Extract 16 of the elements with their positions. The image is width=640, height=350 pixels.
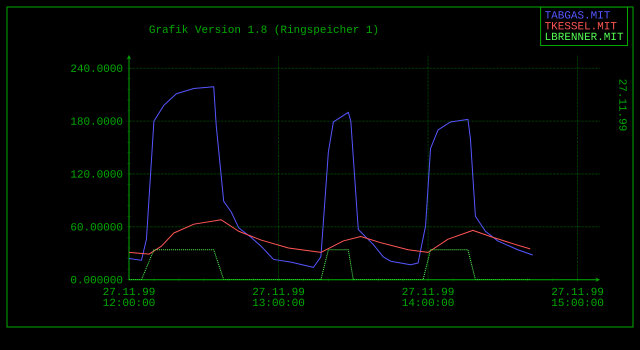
- line-series: [129, 86, 534, 268]
- x-tick-label: 27.11.99 14:00:00: [402, 288, 454, 306]
- chart-title: Grafik Version 1.8 (Ringspeicher 1): [150, 24, 378, 36]
- x-tick-label: 27.11.99 12:00:00: [103, 288, 155, 306]
- y-tick-label: 240.0000: [71, 64, 122, 72]
- text: LBRENNER.MIT: [546, 32, 624, 40]
- y-tick-label: 120.0000: [71, 170, 122, 178]
- y-tick-label: 180.0000: [71, 117, 122, 125]
- text: TKESSEL.MIT: [545, 22, 617, 30]
- line-series: [129, 219, 531, 255]
- x-tick-label: 27.11.99 15:00:00: [552, 288, 604, 306]
- text: TABGAS.MIT: [545, 11, 610, 19]
- x-tick-label: 27.11.99 13:00:00: [252, 288, 304, 306]
- y-tick-label: 0.000000: [71, 276, 122, 284]
- y-tick-label: 60.00000: [71, 223, 122, 231]
- text: 27.11.99: [619, 79, 627, 131]
